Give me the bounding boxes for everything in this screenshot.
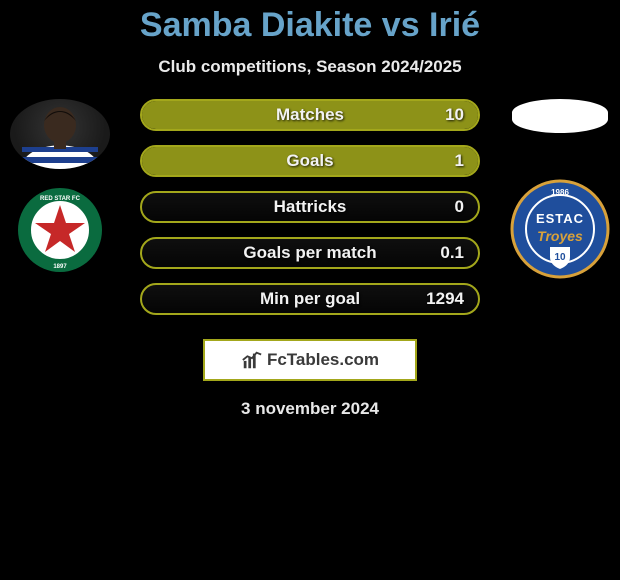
redstar-badge-svg: RED STAR FC 1897 — [17, 187, 103, 273]
brand-text: FcTables.com — [267, 350, 379, 370]
left-player-column: RED STAR FC 1897 — [0, 99, 120, 273]
main-row: RED STAR FC 1897 1986 ESTAC Troyes — [0, 99, 620, 315]
right-player-photo — [512, 99, 608, 133]
stat-bar-hattricks: Hattricks 0 — [140, 191, 480, 223]
stat-bar-gpm: Goals per match 0.1 — [140, 237, 480, 269]
stat-bar-matches: Matches 10 — [140, 99, 480, 131]
right-club-badge: 1986 ESTAC Troyes 10 — [510, 179, 610, 279]
stat-value-right: 0.1 — [440, 243, 464, 263]
left-player-photo — [10, 99, 110, 169]
svg-text:1897: 1897 — [53, 264, 67, 270]
left-club-badge: RED STAR FC 1897 — [17, 187, 103, 273]
stat-label: Hattricks — [274, 197, 347, 217]
svg-text:10: 10 — [554, 252, 566, 263]
svg-text:1986: 1986 — [551, 188, 569, 197]
stat-label: Goals — [286, 151, 333, 171]
right-player-column: 1986 ESTAC Troyes 10 — [500, 99, 620, 279]
stat-label: Goals per match — [243, 243, 376, 263]
brand-box[interactable]: FcTables.com — [203, 339, 417, 381]
stat-bar-goals: Goals 1 — [140, 145, 480, 177]
brand-inner: FcTables.com — [241, 349, 379, 371]
chart-icon — [241, 349, 263, 371]
left-player-svg — [10, 99, 110, 169]
stat-value-right: 1 — [455, 151, 464, 171]
troyes-badge-svg: 1986 ESTAC Troyes 10 — [510, 179, 610, 279]
svg-text:RED STAR FC: RED STAR FC — [40, 196, 81, 202]
page-title: Samba Diakite vs Irié — [140, 6, 480, 45]
stat-label: Matches — [276, 105, 344, 125]
comparison-card: Samba Diakite vs Irié Club competitions,… — [0, 0, 620, 419]
svg-text:ESTAC: ESTAC — [536, 211, 584, 226]
stat-value-right: 1294 — [426, 289, 464, 309]
stat-value-right: 10 — [445, 105, 464, 125]
stat-value-right: 0 — [455, 197, 464, 217]
svg-text:Troyes: Troyes — [537, 228, 583, 244]
stat-bar-mpg: Min per goal 1294 — [140, 283, 480, 315]
date: 3 november 2024 — [241, 399, 379, 419]
stat-label: Min per goal — [260, 289, 360, 309]
page-subtitle: Club competitions, Season 2024/2025 — [158, 57, 461, 77]
stat-bars: Matches 10 Goals 1 Hattricks 0 Goals per… — [140, 99, 480, 315]
